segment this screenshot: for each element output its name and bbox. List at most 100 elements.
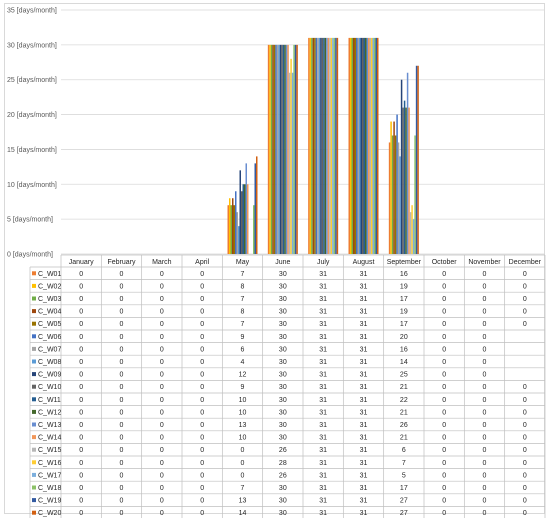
data-label: 0 (200, 346, 204, 353)
series-label: C_W14 (38, 435, 61, 442)
data-label: 0 (523, 435, 527, 442)
data-label: 30 (279, 422, 287, 429)
data-label: 30 (279, 334, 287, 341)
data-label: 0 (79, 510, 83, 517)
series-label: C_W12 (38, 409, 61, 416)
category-label: June (275, 259, 290, 266)
data-label: 0 (160, 359, 164, 366)
data-label: 0 (483, 460, 487, 467)
bar (374, 37, 376, 255)
data-label: 0 (523, 397, 527, 404)
data-label: 0 (442, 460, 446, 467)
series-label: C_W08 (38, 359, 61, 366)
legend-key (32, 472, 36, 477)
data-label: 0 (442, 334, 446, 341)
series-label: C_W05 (38, 321, 61, 328)
bar (363, 37, 365, 255)
data-label: 17 (400, 296, 408, 303)
data-label: 0 (442, 409, 446, 416)
data-label: 0 (160, 397, 164, 404)
bar (329, 37, 331, 255)
data-label: 31 (360, 460, 368, 467)
bar (272, 44, 274, 254)
data-label: 31 (319, 460, 327, 467)
data-label: 0 (160, 309, 164, 316)
data-label: 14 (400, 359, 408, 366)
data-label: 0 (442, 397, 446, 404)
data-label: 30 (279, 271, 287, 278)
data-label: 0 (200, 435, 204, 442)
bar (287, 44, 289, 254)
bar (309, 37, 312, 255)
data-label: 0 (200, 498, 204, 505)
legend-key (32, 372, 36, 377)
data-label: 0 (523, 510, 527, 517)
category-label: August (353, 259, 375, 266)
bar (296, 44, 298, 254)
data-label: 0 (483, 472, 487, 479)
legend-key (32, 447, 36, 452)
y-tick-label: 15 [days/month] (7, 147, 57, 154)
data-label: 31 (319, 447, 327, 454)
legend-key (32, 460, 36, 465)
data-label: 0 (200, 472, 204, 479)
data-label: 0 (200, 460, 204, 467)
data-label: 31 (360, 409, 368, 416)
bar (394, 135, 397, 254)
bar (273, 44, 276, 254)
bar (288, 72, 291, 254)
category-label: May (236, 259, 250, 266)
data-label: 31 (360, 283, 368, 290)
bar (239, 170, 241, 254)
data-label: 0 (200, 359, 204, 366)
data-label: 4 (241, 359, 245, 366)
bar (242, 184, 244, 254)
bar (232, 198, 234, 254)
data-label: 0 (523, 472, 527, 479)
data-label: 31 (319, 296, 327, 303)
data-label: 31 (319, 271, 327, 278)
data-label: 0 (483, 283, 487, 290)
data-label: 0 (442, 384, 446, 391)
data-label: 9 (241, 334, 245, 341)
bar (227, 205, 229, 254)
data-label: 31 (360, 397, 368, 404)
data-label: 30 (279, 296, 287, 303)
data-label: 30 (279, 510, 287, 517)
bar (406, 72, 409, 254)
data-label: 0 (160, 460, 164, 467)
data-label: 31 (319, 359, 327, 366)
data-label: 0 (442, 422, 446, 429)
data-label: 0 (200, 510, 204, 517)
data-label: 0 (523, 321, 527, 328)
bar (336, 37, 339, 255)
data-label: 0 (483, 435, 487, 442)
data-label: 0 (483, 510, 487, 517)
data-label: 17 (400, 321, 408, 328)
series-label: C_W11 (38, 397, 61, 404)
series-label: C_W16 (38, 460, 61, 467)
data-label: 0 (442, 472, 446, 479)
data-label: 30 (279, 384, 287, 391)
data-label: 0 (483, 485, 487, 492)
data-label: 0 (200, 271, 204, 278)
data-label: 0 (160, 372, 164, 379)
data-label: 0 (120, 334, 124, 341)
series-label: C_W04 (38, 309, 61, 316)
bar (229, 198, 231, 254)
gridlines (61, 9, 545, 255)
data-label: 31 (319, 397, 327, 404)
data-label: 0 (79, 283, 83, 290)
data-label: 7 (241, 296, 245, 303)
data-label: 0 (79, 296, 83, 303)
bar (327, 37, 330, 255)
data-label: 31 (319, 409, 327, 416)
data-label: 0 (120, 460, 124, 467)
data-label: 31 (360, 447, 368, 454)
y-axis-tick-labels: 0 [days/month] 5 [days/month] 10 [days/mon… (7, 8, 57, 259)
bar (290, 58, 292, 254)
chart-frame (4, 3, 545, 514)
bars (227, 37, 419, 255)
bar (417, 65, 419, 255)
series-label: C_W15 (38, 447, 61, 454)
